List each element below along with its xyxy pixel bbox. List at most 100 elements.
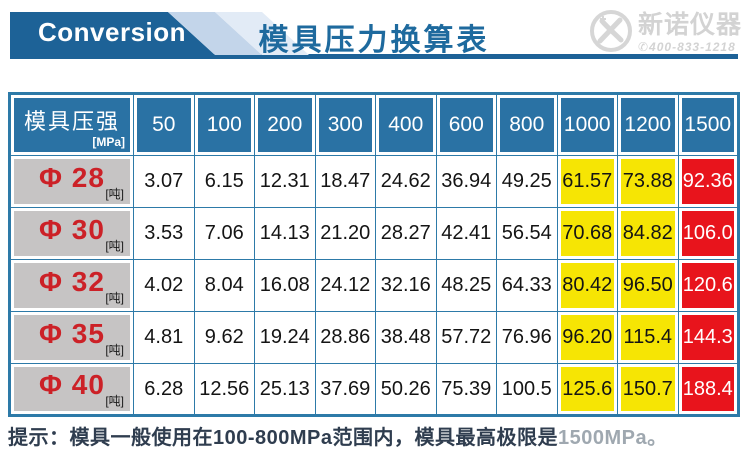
- row-label: Φ 40: [39, 369, 105, 400]
- value-cell: 50.26: [375, 363, 437, 416]
- brand-logo: 新诺仪器 ✆400-833-1218: [588, 8, 742, 59]
- header-rule: [10, 54, 738, 59]
- page-title: 模具压力换算表: [258, 24, 490, 57]
- row-label-cell: Φ 32 [吨]: [9, 259, 134, 312]
- hint-note-main: 提示：模具一般使用在100-800MPa范围内，模具最高极限是: [8, 427, 559, 449]
- row-label-cell: Φ 28 [吨]: [9, 155, 134, 208]
- value-cell: 70.68: [556, 207, 618, 260]
- corner-cell: 模具压强 [MPa]: [9, 93, 134, 156]
- value-cell: 36.94: [435, 155, 497, 208]
- value-cell: 76.96: [496, 311, 558, 364]
- value-cell: 21.20: [314, 207, 376, 260]
- value-cell: 24.12: [314, 259, 376, 312]
- column-header-300: 300: [314, 93, 376, 156]
- value-cell: 37.69: [314, 363, 376, 416]
- corner-title: 模具压强: [23, 109, 120, 134]
- row-label-cell: Φ 35 [吨]: [9, 311, 134, 364]
- banner-label: Conversion: [38, 17, 187, 47]
- column-header-800: 800: [496, 93, 558, 156]
- value-cell: 150.7: [617, 363, 679, 416]
- value-cell: 28.86: [314, 311, 376, 364]
- value-cell: 96.50: [617, 259, 679, 312]
- table-row: Φ 30 [吨] 3.53 7.06 14.13 21.20 28.27 42.41 56.54…: [9, 207, 739, 260]
- corner-unit: [MPa]: [92, 135, 125, 149]
- row-label: Φ 35: [39, 317, 105, 349]
- table-row: Φ 35 [吨] 4.81 9.62 19.24 28.86 38.48 57.72 76.96…: [9, 311, 739, 364]
- value-cell: 115.4: [617, 311, 679, 364]
- column-header-100: 100: [193, 93, 255, 156]
- value-cell: 48.25: [435, 259, 497, 312]
- row-label: Φ 28: [39, 161, 105, 193]
- table-row: Φ 32 [吨] 4.02 8.04 16.08 24.12 32.16 48.25 64.33…: [9, 259, 739, 312]
- value-cell: 100.5: [496, 363, 558, 416]
- row-label-cell: Φ 40 [吨]: [9, 363, 134, 416]
- value-cell: 4.81: [133, 311, 195, 364]
- value-cell: 92.36: [677, 155, 739, 208]
- value-cell: 106.0: [677, 207, 739, 260]
- value-cell: 125.6: [556, 363, 618, 416]
- value-cell: 6.28: [133, 363, 195, 416]
- value-cell: 80.42: [556, 259, 618, 312]
- table-body: Φ 28 [吨] 3.07 6.15 12.31 18.47 24.62 36.94 49.25…: [9, 155, 739, 416]
- row-unit: [吨]: [105, 239, 124, 253]
- value-cell: 49.25: [496, 155, 558, 208]
- value-cell: 120.6: [677, 259, 739, 312]
- value-cell: 188.4: [677, 363, 739, 416]
- value-cell: 42.41: [435, 207, 497, 260]
- row-unit: [吨]: [105, 187, 124, 201]
- brand-phone: ✆400-833-1218: [637, 40, 736, 54]
- table-header: 模具压强 [MPa] 50 100 200 300 400 600 800 1000 1200 150…: [9, 93, 739, 156]
- top-bar: Conversion 模具压力换算表 新诺仪器 ✆400-833-1218: [0, 0, 748, 62]
- value-cell: 16.08: [254, 259, 316, 312]
- value-cell: 84.82: [617, 207, 679, 260]
- table-row: Φ 40 [吨] 6.28 12.56 25.13 37.69 50.26 75.39 100.…: [9, 363, 739, 416]
- pressure-conversion-table: 模具压强 [MPa] 50 100 200 300 400 600 800 1000 1200 150…: [8, 92, 740, 417]
- conversion-banner: Conversion: [10, 12, 340, 55]
- value-cell: 96.20: [556, 311, 618, 364]
- value-cell: 73.88: [617, 155, 679, 208]
- value-cell: 28.27: [375, 207, 437, 260]
- row-label: Φ 30: [39, 213, 105, 245]
- value-cell: 7.06: [193, 207, 255, 260]
- value-cell: 25.13: [254, 363, 316, 416]
- row-unit: [吨]: [105, 343, 124, 357]
- header-row: 模具压强 [MPa] 50 100 200 300 400 600 800 1000 1200 150…: [9, 93, 739, 156]
- row-label: Φ 32: [39, 265, 105, 297]
- value-cell: 14.13: [254, 207, 316, 260]
- column-header-400: 400: [375, 93, 437, 156]
- xn-logo-icon: [588, 8, 634, 59]
- value-cell: 3.53: [133, 207, 195, 260]
- table-row: Φ 28 [吨] 3.07 6.15 12.31 18.47 24.62 36.94 49.25…: [9, 155, 739, 208]
- row-label-cell: Φ 30 [吨]: [9, 207, 134, 260]
- column-header-50: 50: [133, 93, 195, 156]
- value-cell: 57.72: [435, 311, 497, 364]
- value-cell: 38.48: [375, 311, 437, 364]
- phone-icon: ✆: [637, 40, 650, 54]
- column-header-1500: 1500: [677, 93, 739, 156]
- value-cell: 4.02: [133, 259, 195, 312]
- value-cell: 24.62: [375, 155, 437, 208]
- value-cell: 144.3: [677, 311, 739, 364]
- row-unit: [吨]: [105, 291, 124, 305]
- value-cell: 8.04: [193, 259, 255, 312]
- value-cell: 18.47: [314, 155, 376, 208]
- value-cell: 32.16: [375, 259, 437, 312]
- value-cell: 9.62: [193, 311, 255, 364]
- column-header-200: 200: [254, 93, 316, 156]
- column-header-600: 600: [435, 93, 497, 156]
- value-cell: 64.33: [496, 259, 558, 312]
- value-cell: 12.56: [193, 363, 255, 416]
- value-cell: 6.15: [193, 155, 255, 208]
- hint-note: 提示：模具一般使用在100-800MPa范围内，模具最高极限是1500MPa。: [8, 421, 748, 450]
- brand-name: 新诺仪器: [637, 11, 742, 39]
- value-cell: 19.24: [254, 311, 316, 364]
- column-header-1200: 1200: [617, 93, 679, 156]
- value-cell: 3.07: [133, 155, 195, 208]
- row-unit: [吨]: [105, 394, 124, 408]
- value-cell: 75.39: [435, 363, 497, 416]
- value-cell: 12.31: [254, 155, 316, 208]
- hint-note-faded: 1500MPa。: [558, 427, 668, 449]
- value-cell: 61.57: [556, 155, 618, 208]
- value-cell: 56.54: [496, 207, 558, 260]
